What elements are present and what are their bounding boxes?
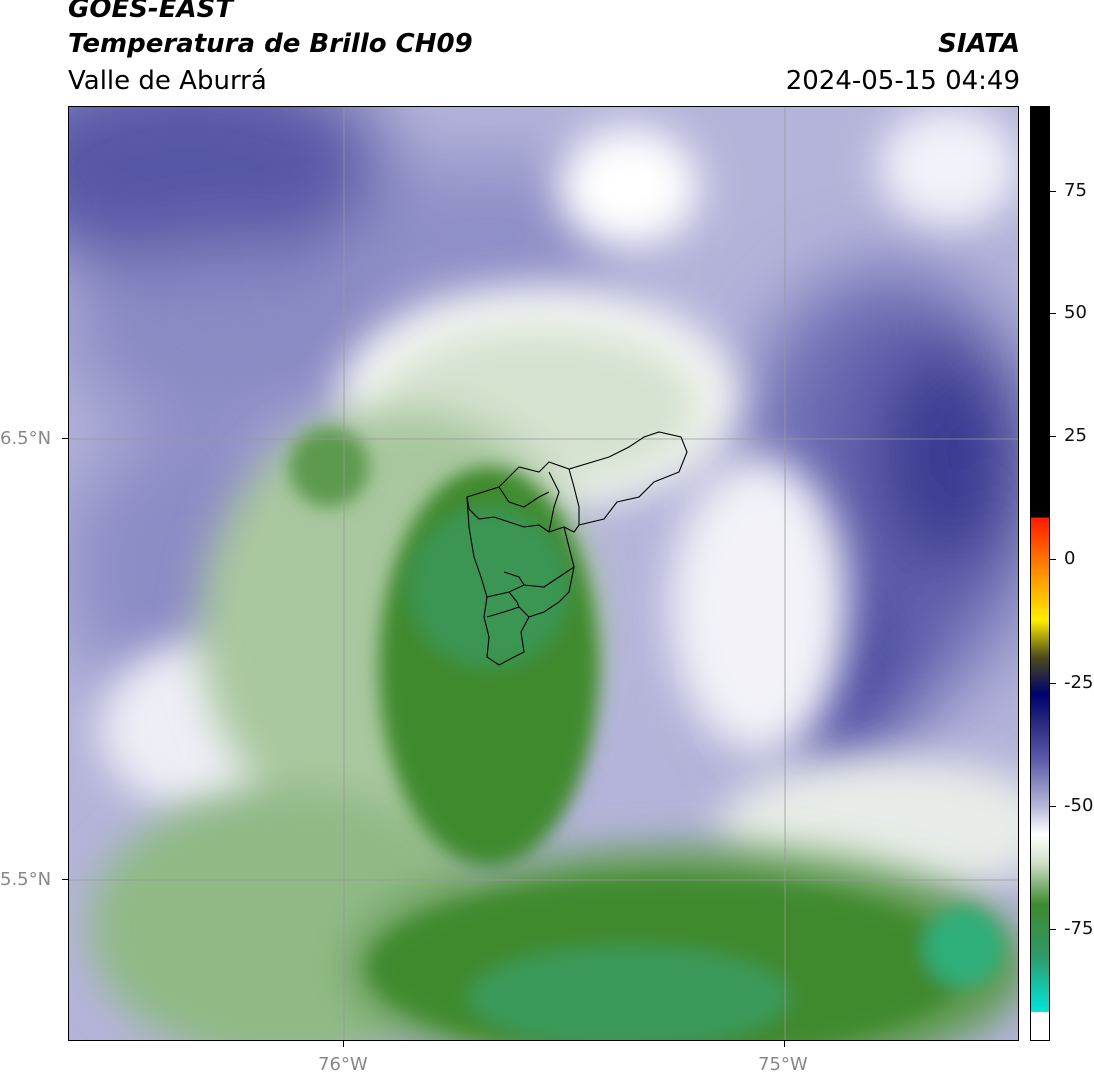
cbar-tick-minus25 — [1050, 683, 1056, 684]
cbar-tick-0 — [1050, 559, 1056, 560]
cbar-tick-50 — [1050, 313, 1056, 314]
lon-label-76w: 76°W — [318, 1054, 368, 1075]
cbar-label-minus25: -25 — [1064, 672, 1094, 693]
cold-top-se — [924, 907, 1004, 987]
tick-75w — [784, 1041, 785, 1047]
cbar-label-75: 75 — [1064, 180, 1087, 201]
colorbar — [1030, 106, 1050, 1041]
cbar-label-25: 25 — [1064, 425, 1087, 446]
cbar-label-minus50: -50 — [1064, 795, 1094, 816]
cloud-region-nw — [69, 107, 389, 277]
cbar-label-50: 50 — [1064, 302, 1087, 323]
cloud-region-w — [69, 247, 419, 427]
lat-label-5-5n: 5.5°N — [0, 869, 52, 890]
product-title: Temperatura de Brillo CH09 — [68, 29, 473, 59]
clear-band-e — [669, 457, 849, 757]
cbar-label-minus75: -75 — [1064, 918, 1094, 939]
brightness-temperature-map — [68, 106, 1019, 1041]
tick-76w — [343, 1041, 344, 1047]
cbar-tick-25 — [1050, 436, 1056, 437]
green-cell-w — [289, 427, 369, 507]
convection-top — [409, 507, 569, 667]
region-label: Valle de Aburrá — [68, 66, 267, 96]
convection-south-core — [469, 947, 789, 1040]
lat-label-6-5n: 6.5°N — [0, 428, 52, 449]
tick-5-5n — [62, 879, 68, 880]
clear-patch-ne — [879, 107, 1018, 227]
municipal-boundaries — [466, 431, 688, 666]
cbar-tick-75 — [1050, 191, 1056, 192]
lon-label-75w: 75°W — [758, 1054, 808, 1075]
map-field — [69, 107, 1018, 1040]
cbar-tick-minus75 — [1050, 929, 1056, 930]
clear-patch-n — [559, 127, 699, 247]
cloud-region-n — [349, 157, 629, 317]
satellite-title: GOES-EAST — [68, 0, 234, 24]
datetime-label: 2024-05-15 04:49 — [785, 66, 1020, 96]
cbar-tick-minus50 — [1050, 806, 1056, 807]
cloud-core-e — [869, 337, 1018, 577]
tick-6-5n — [62, 438, 68, 439]
cbar-label-0: 0 — [1064, 548, 1076, 569]
org-label: SIATA — [938, 29, 1020, 59]
